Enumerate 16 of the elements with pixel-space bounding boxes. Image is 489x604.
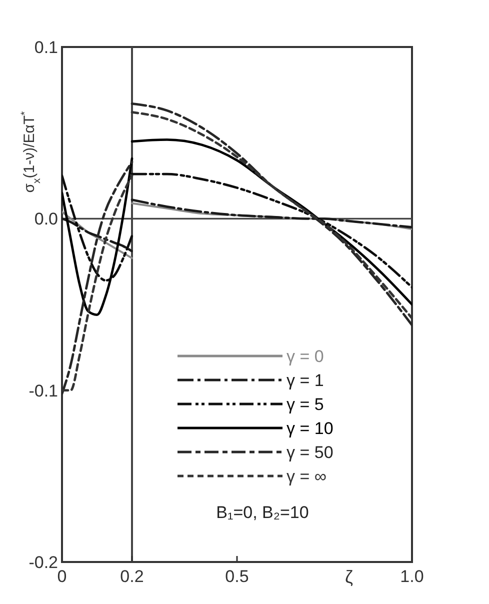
text: γ = 1 [286, 370, 324, 390]
annotation: B₁=0, B₂=10 [216, 503, 309, 522]
x-axis-title: ζ [345, 567, 354, 587]
x-tick-label: 0.2 [120, 567, 144, 586]
text: γ = ∞ [286, 466, 326, 486]
text: γ = 5 [286, 394, 324, 414]
text: γ = 10 [286, 418, 334, 438]
y-tick-label: -0.1 [28, 381, 58, 400]
text: γ = 0 [286, 346, 324, 366]
y-tick-label: 0.1 [34, 38, 58, 57]
x-tick-label: 1.0 [400, 567, 424, 586]
y-tick-label: 0.0 [34, 210, 58, 229]
text: γ = 50 [286, 442, 334, 462]
y-tick-label: -0.2 [28, 552, 58, 572]
x-tick-label: 0 [57, 567, 67, 586]
x-tick-label: 0.5 [225, 567, 249, 586]
